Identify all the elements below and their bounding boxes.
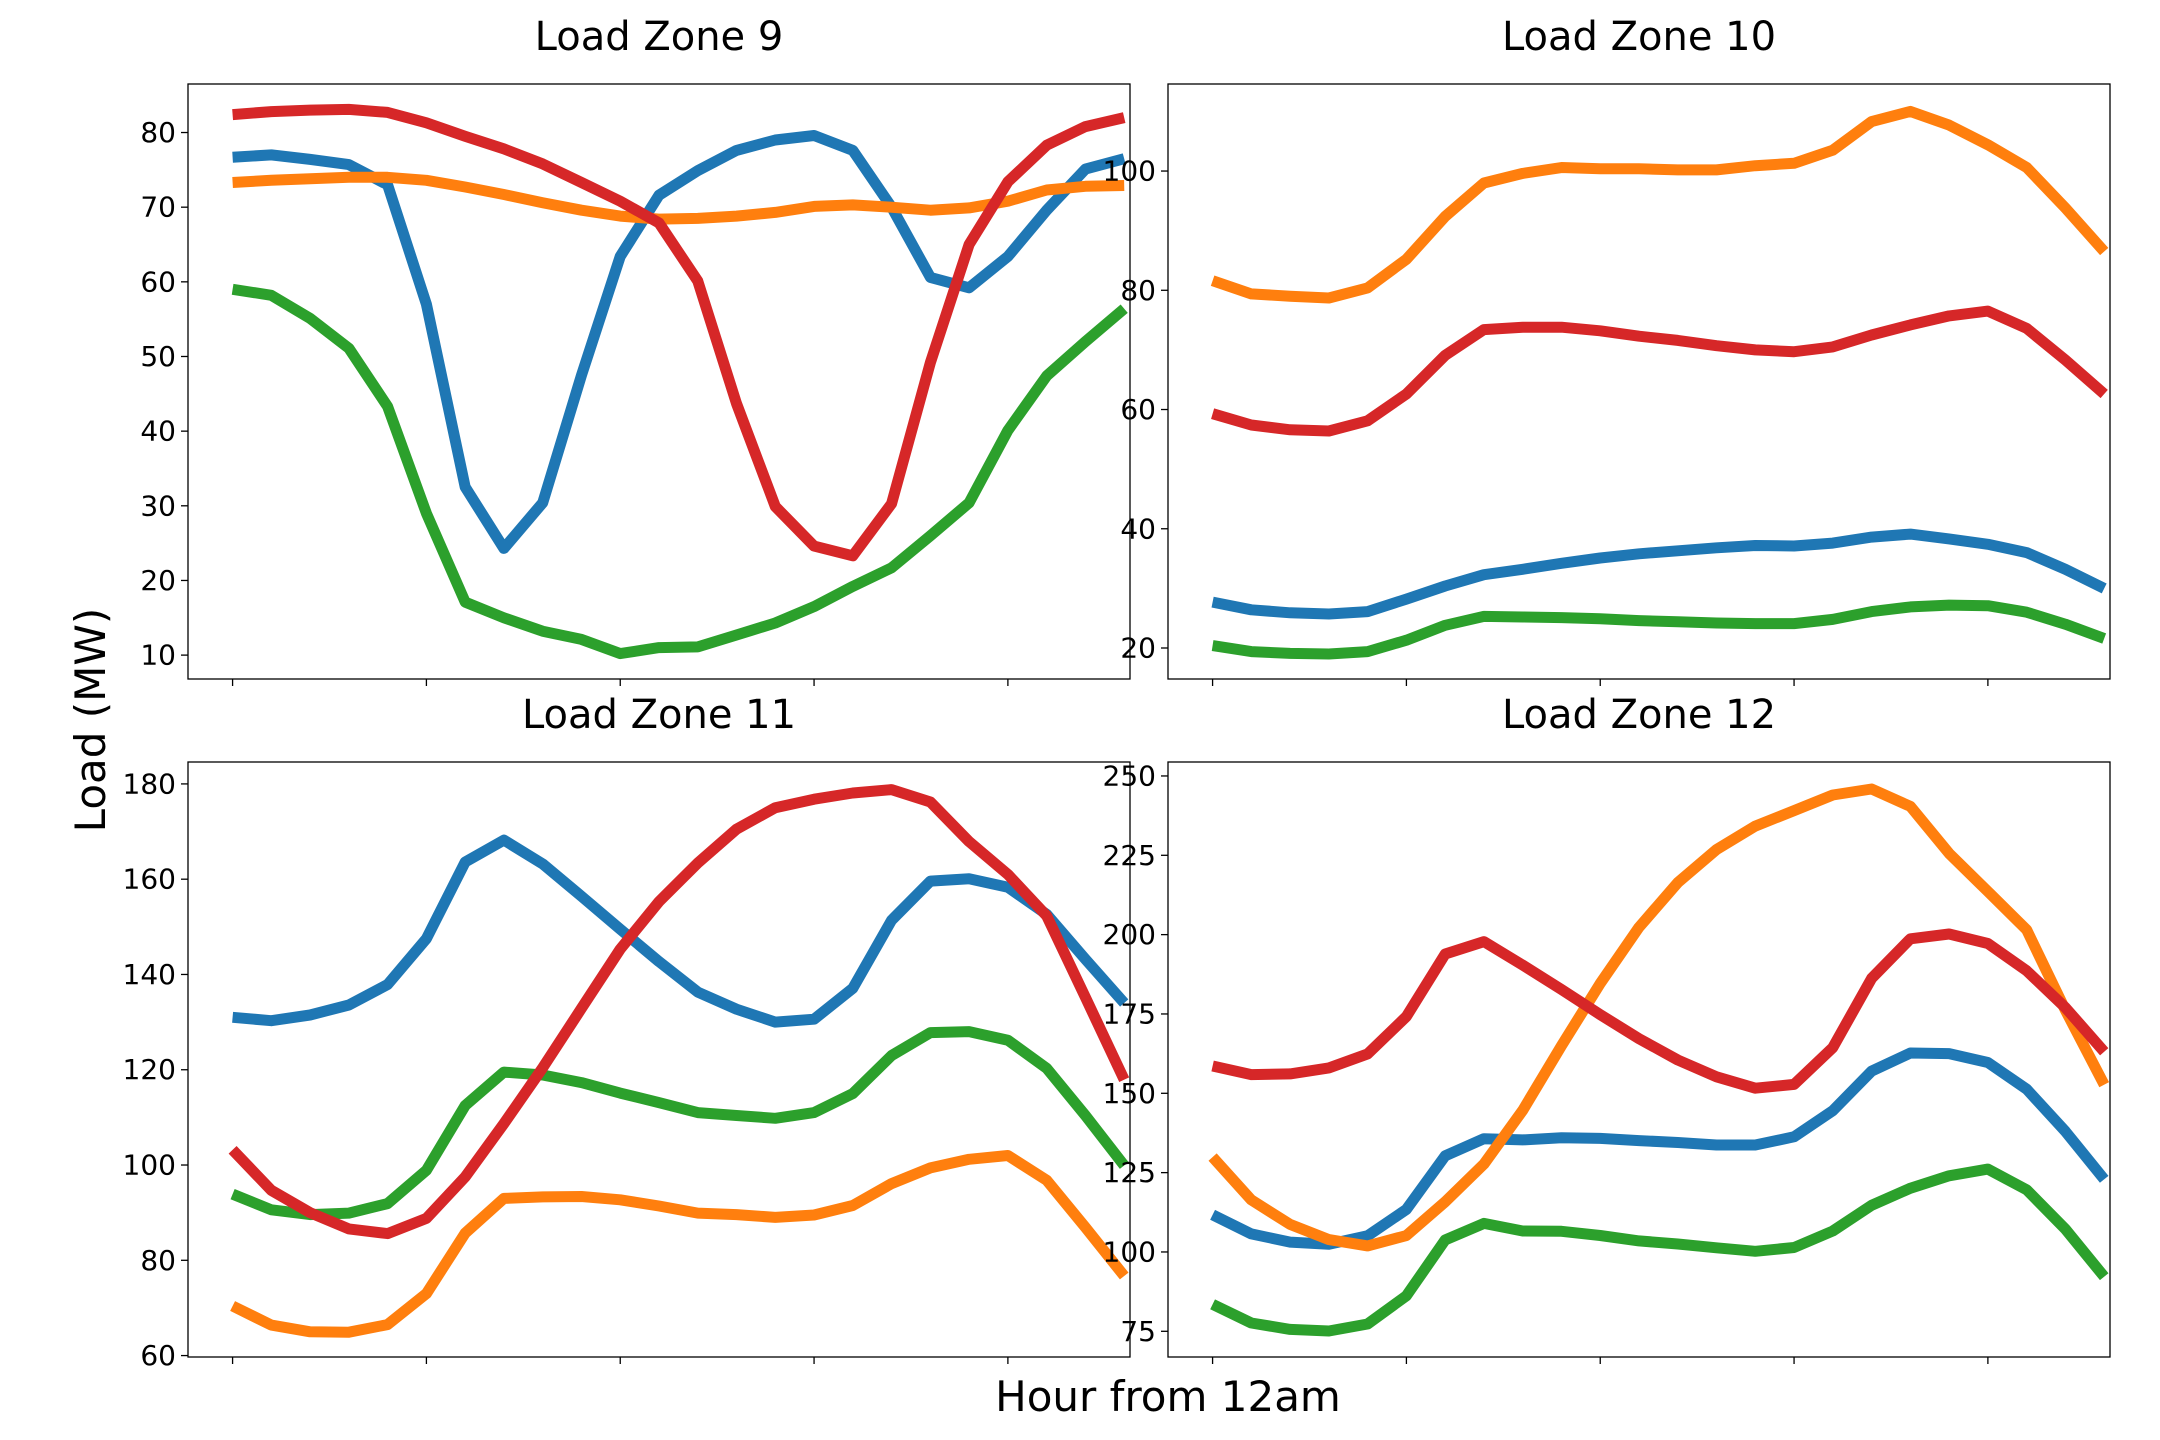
y-tick-label: 175 (1103, 997, 1156, 1030)
y-tick-label: 140 (123, 958, 176, 991)
y-tick-label: 225 (1103, 839, 1156, 872)
series-line-orange (1208, 783, 2110, 1252)
panel-title: Load Zone 9 (535, 14, 784, 60)
y-tick-label: 60 (140, 1339, 176, 1372)
series-line-green (231, 283, 1128, 660)
series-line-green (230, 1026, 1129, 1221)
y-tick-label: 80 (1120, 274, 1156, 307)
series-line-blue (1210, 1047, 2109, 1250)
y-tick-label: 40 (140, 415, 176, 448)
y-tick-label: 20 (1120, 631, 1156, 664)
panel-title: Load Zone 11 (522, 692, 796, 738)
subplot-3: Load Zone 11 60 80 100 120 140 160 180 (123, 692, 1131, 1372)
y-tick-label: 180 (123, 767, 176, 800)
plot-frame (187, 83, 1131, 680)
series-line-red (1211, 928, 2109, 1094)
y-tick-label: 100 (1103, 1235, 1156, 1268)
y-tick-label: 10 (140, 639, 176, 672)
y-tick-label: 200 (1103, 918, 1156, 951)
y-tick-label: 40 (1120, 512, 1156, 545)
y-tick-label: 30 (140, 489, 176, 522)
y-tick-label: 20 (140, 564, 176, 597)
y-tick-label: 120 (123, 1053, 176, 1086)
series-line-orange (230, 1150, 1129, 1338)
y-tick-label: 75 (1120, 1315, 1156, 1348)
y-tick-label: 80 (140, 116, 176, 149)
y-tick-label: 150 (1103, 1077, 1156, 1110)
panel-title: Load Zone 10 (1502, 14, 1776, 60)
series-line-blue (232, 834, 1129, 1028)
series-line-red (1211, 305, 2108, 437)
subplot-1: Load Zone 9 10 20 30 40 50 60 70 80 (140, 14, 1131, 686)
y-tick-label: 60 (140, 265, 176, 298)
y-tick-label: 100 (123, 1149, 176, 1182)
series-line-green (1210, 1163, 2109, 1337)
series-group (1210, 105, 2109, 660)
series-group (228, 784, 1130, 1338)
series-group (231, 103, 1128, 660)
plot-frame (1167, 761, 2111, 1358)
subplot-2: Load Zone 10 20 40 60 80 100 (1103, 14, 2111, 686)
y-tick-label: 125 (1103, 1156, 1156, 1189)
y-tick-label: 160 (123, 863, 176, 896)
y-tick-label: 60 (1120, 393, 1156, 426)
series-line-orange (232, 171, 1125, 225)
y-axis-label: Load (MW) (66, 608, 115, 833)
x-axis-label: Hour from 12am (995, 1372, 1341, 1421)
plot-frame (187, 761, 1131, 1358)
series-line-green (1211, 599, 2107, 660)
y-tick-label: 100 (1103, 155, 1156, 188)
plot-frame (1167, 83, 2111, 680)
series-line-blue (232, 130, 1126, 554)
series-group (1208, 783, 2110, 1337)
y-tick-label: 50 (140, 340, 176, 373)
series-line-red (228, 784, 1130, 1240)
y-tick-label: 250 (1103, 759, 1156, 792)
y-tick-label: 70 (140, 191, 176, 224)
subplot-4: Load Zone 12 75 100 125 150 175 200 225 250 (1103, 692, 2111, 1364)
series-line-blue (1211, 528, 2107, 620)
series-line-red (232, 103, 1126, 562)
subplot-grid: Load Zone 9 10 20 30 40 50 60 70 80 Load Zone 10 2… (123, 14, 2111, 1372)
series-line-orange (1210, 105, 2109, 304)
panel-title: Load Zone 12 (1502, 692, 1776, 738)
y-tick-label: 80 (140, 1244, 176, 1277)
